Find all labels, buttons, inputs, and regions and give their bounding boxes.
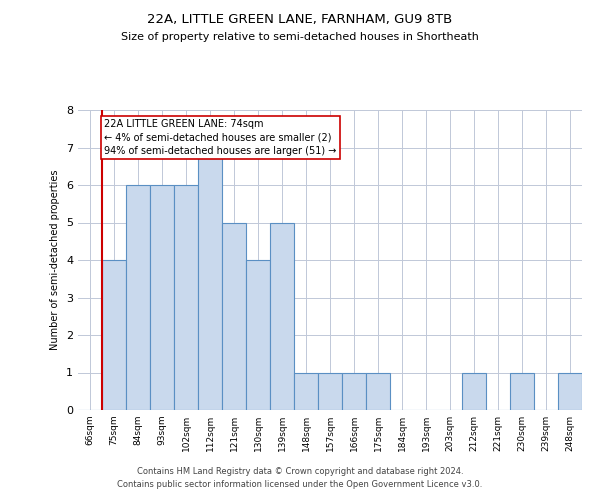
Bar	[126, 185, 150, 410]
Bar	[558, 372, 582, 410]
Text: 22A, LITTLE GREEN LANE, FARNHAM, GU9 8TB: 22A, LITTLE GREEN LANE, FARNHAM, GU9 8TB	[148, 12, 452, 26]
Bar	[510, 372, 534, 410]
Text: Contains public sector information licensed under the Open Government Licence v3: Contains public sector information licen…	[118, 480, 482, 489]
Bar	[102, 260, 126, 410]
Bar	[174, 185, 198, 410]
Bar	[222, 222, 246, 410]
Text: Size of property relative to semi-detached houses in Shortheath: Size of property relative to semi-detach…	[121, 32, 479, 42]
Bar	[366, 372, 390, 410]
Bar	[246, 260, 270, 410]
Bar	[150, 185, 174, 410]
Text: Contains HM Land Registry data © Crown copyright and database right 2024.: Contains HM Land Registry data © Crown c…	[137, 467, 463, 476]
Bar	[294, 372, 318, 410]
Bar	[198, 148, 222, 410]
Y-axis label: Number of semi-detached properties: Number of semi-detached properties	[50, 170, 61, 350]
Text: 22A LITTLE GREEN LANE: 74sqm
← 4% of semi-detached houses are smaller (2)
94% of: 22A LITTLE GREEN LANE: 74sqm ← 4% of sem…	[104, 120, 337, 156]
Bar	[342, 372, 366, 410]
Bar	[318, 372, 342, 410]
Bar	[270, 222, 294, 410]
Bar	[462, 372, 486, 410]
